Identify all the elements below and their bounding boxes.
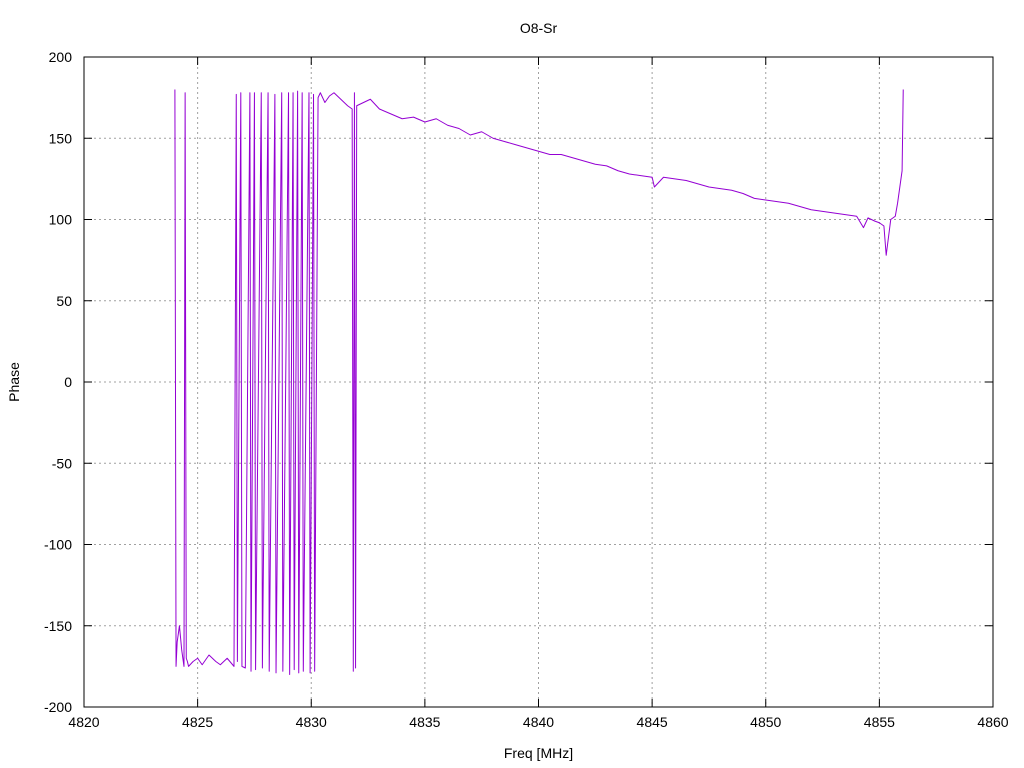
x-tick-label: 4840 (523, 714, 554, 730)
y-tick-label: 100 (49, 212, 73, 228)
x-tick-label: 4855 (864, 714, 895, 730)
y-tick-label: 0 (64, 374, 72, 390)
phase-series-line (174, 89, 904, 675)
y-tick-label: 150 (49, 130, 73, 146)
x-axis-title: Freq [MHz] (504, 745, 573, 761)
x-tick-label: 4820 (68, 714, 99, 730)
x-tick-label: 4835 (409, 714, 440, 730)
y-tick-label: -100 (44, 537, 72, 553)
axis-ticks (83, 56, 994, 708)
y-axis-title: Phase (6, 362, 22, 402)
chart-title: O8-Sr (520, 20, 558, 36)
y-tick-label: -150 (44, 618, 72, 634)
series-layer (174, 89, 904, 675)
x-tick-label: 4825 (182, 714, 213, 730)
tick-labels: 4820 4825 4830 4835 4840 4845 4850 4855 4860 -200… (44, 49, 1009, 730)
x-tick-label: 4860 (977, 714, 1008, 730)
y-tick-label: 200 (49, 49, 73, 65)
y-tick-label: -50 (52, 455, 72, 471)
x-tick-label: 4830 (296, 714, 327, 730)
y-tick-label: 50 (56, 293, 72, 309)
x-tick-label: 4845 (637, 714, 668, 730)
x-tick-label: 4850 (750, 714, 781, 730)
grid (84, 57, 993, 707)
y-tick-label: -200 (44, 699, 72, 715)
